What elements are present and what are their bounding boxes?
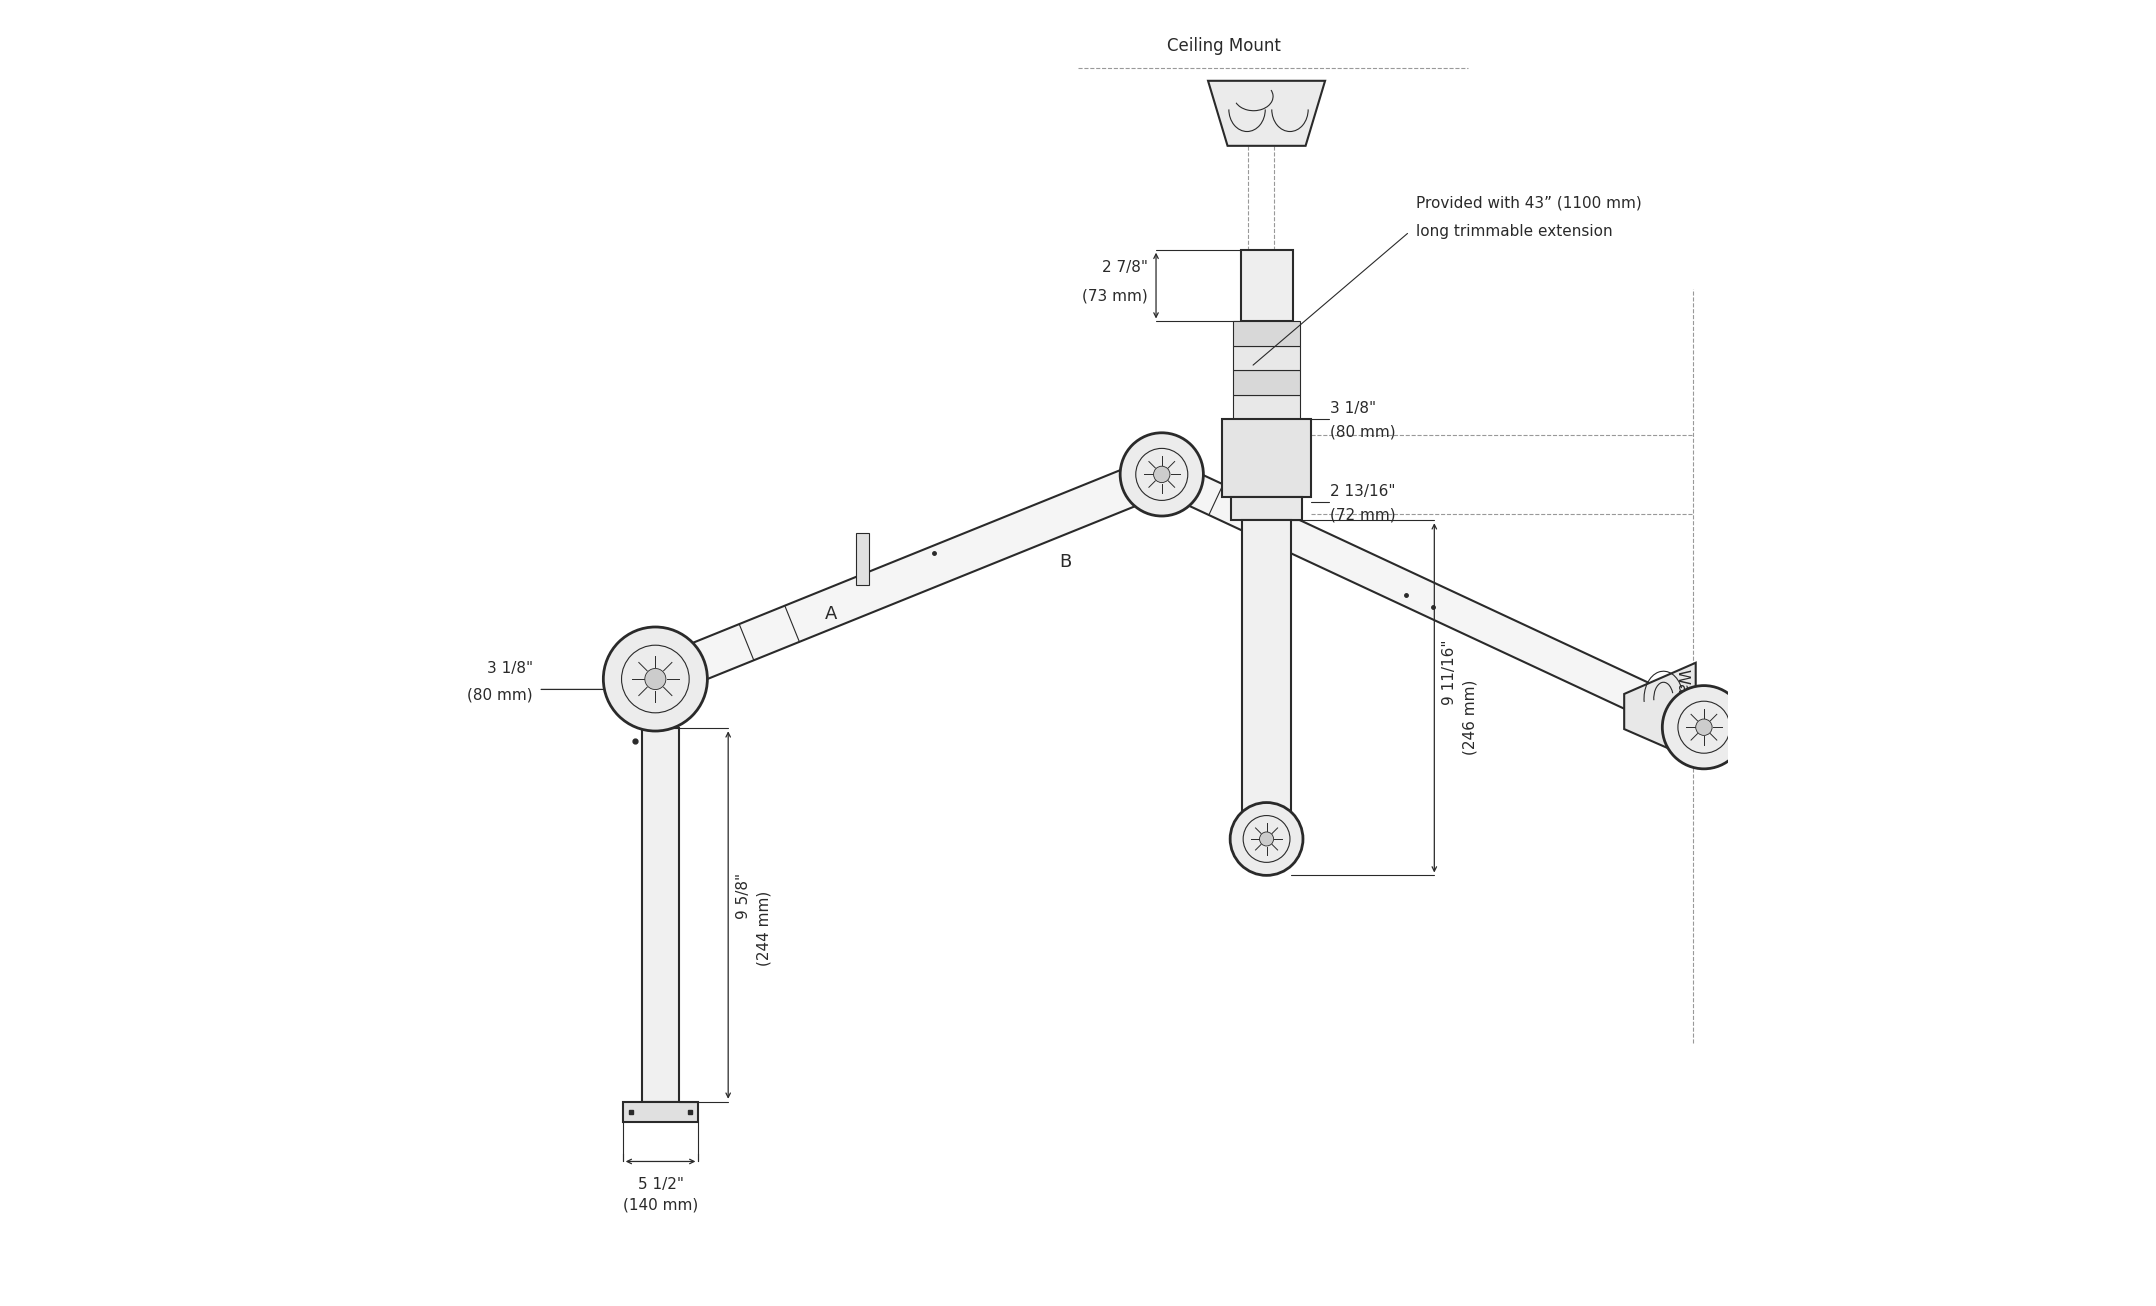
Text: Wall Mount: Wall Mount [1675,669,1690,754]
Text: (80 mm): (80 mm) [1330,424,1395,439]
Text: 9 5/8": 9 5/8" [735,872,750,918]
Circle shape [1662,686,1746,769]
Text: Ceiling Mount: Ceiling Mount [1166,37,1281,55]
Bar [1222,419,1311,498]
Polygon shape [1623,662,1697,760]
Text: 3 1/8": 3 1/8" [487,661,533,677]
Bar [623,1102,699,1122]
Text: 9 11/16": 9 11/16" [1442,639,1457,705]
Bar [1233,394,1300,419]
Polygon shape [1207,81,1326,146]
Text: 3 1/8": 3 1/8" [1330,401,1376,417]
Text: 2 13/16": 2 13/16" [1330,485,1395,499]
Circle shape [1153,466,1171,483]
Polygon shape [649,456,1169,697]
Circle shape [1697,720,1712,735]
Text: (140 mm): (140 mm) [623,1198,699,1213]
Bar [1233,321,1300,346]
Bar [1233,346,1300,370]
Text: long trimmable extension: long trimmable extension [1416,225,1613,239]
Bar [1242,520,1291,819]
Bar [642,729,679,1102]
Circle shape [1121,432,1203,516]
Text: (73 mm): (73 mm) [1082,289,1149,303]
Text: B: B [1059,552,1072,571]
Circle shape [1231,803,1302,875]
Bar [638,699,683,722]
Text: 5 1/2": 5 1/2" [638,1177,683,1192]
Bar [1233,370,1300,394]
Circle shape [645,669,666,690]
Text: A: A [826,605,837,623]
Text: (72 mm): (72 mm) [1330,508,1395,522]
Bar [856,533,869,585]
Text: (246 mm): (246 mm) [1464,679,1477,755]
Circle shape [604,627,707,731]
Text: (80 mm): (80 mm) [468,687,533,703]
Text: 2 7/8": 2 7/8" [1102,260,1149,276]
Bar [1238,819,1296,832]
Polygon shape [1156,460,1712,743]
Text: Provided with 43” (1100 mm): Provided with 43” (1100 mm) [1416,196,1643,210]
Bar [1240,249,1294,321]
Text: (244 mm): (244 mm) [757,891,772,965]
Circle shape [1259,832,1274,846]
Bar [1231,498,1302,520]
